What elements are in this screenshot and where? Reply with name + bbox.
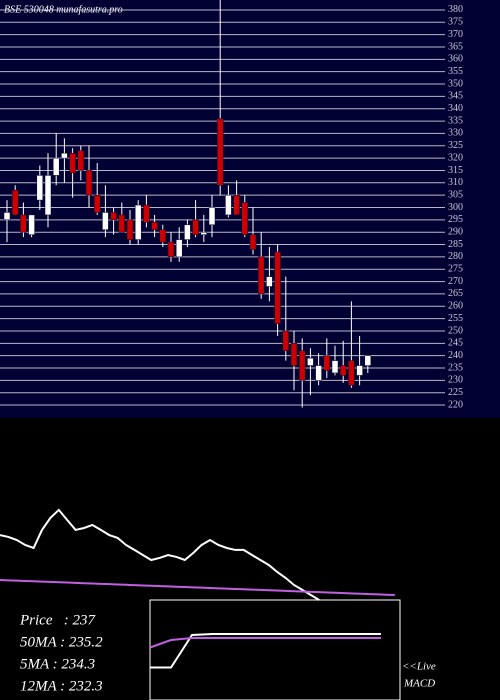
candle-body [69,152,76,174]
y-tick-label: 315 [448,165,463,176]
y-tick-label: 275 [448,264,463,275]
y-tick-label: 320 [448,152,463,163]
candle-body [339,365,347,376]
candle-body [28,214,35,235]
candle-body [110,212,117,221]
candle-body [298,350,306,381]
y-tick-label: 380 [448,4,463,15]
annotation: MACD [403,678,435,690]
candle-body [175,239,183,258]
stat-text: Price : 237 [19,612,96,628]
candle-body [52,157,60,176]
candle-body [216,118,224,186]
y-tick-label: 330 [448,128,463,139]
candle-body [44,175,52,216]
candle-body [364,355,372,366]
indicator-line [0,579,395,597]
candle-body [126,219,134,240]
candle-body [3,212,11,221]
y-tick-label: 350 [448,78,463,89]
candle-body [233,194,240,216]
y-tick-label: 225 [448,387,463,398]
candle-body [134,204,142,240]
y-tick-label: 365 [448,41,463,52]
y-tick-label: 305 [448,189,463,200]
candle-body [257,256,265,295]
candle-body [225,194,232,216]
candle-body [143,204,150,223]
indicator-line [150,633,381,669]
y-tick-label: 280 [448,251,463,262]
candle-body [151,222,158,230]
candle-body [323,355,331,371]
macd-box [149,599,401,700]
candle-body [192,219,199,235]
candle-body [208,207,216,226]
y-tick-label: 345 [448,91,463,102]
candle-body [241,202,249,235]
y-tick-label: 220 [448,399,463,410]
candle-body [290,343,298,366]
y-tick-label: 230 [448,375,463,386]
candle-body [61,152,68,159]
candle-body [159,229,167,243]
y-tick-label: 370 [448,29,463,40]
y-tick-label: 300 [448,202,463,213]
price-panel [0,0,500,418]
stat-text: 12MA : 232.3 [20,678,103,694]
candle-body [274,251,281,324]
candle-body [356,365,363,376]
candle-body [20,214,27,233]
y-tick-label: 325 [448,140,463,151]
y-tick-label: 295 [448,214,463,225]
annotation: <<Live [402,661,436,673]
candle-body [200,231,208,235]
y-tick-label: 335 [448,115,463,126]
candle-body [282,330,290,351]
y-tick-label: 235 [448,362,463,373]
y-tick-label: 270 [448,276,463,287]
candle-body [307,357,314,366]
candle-body [249,234,257,250]
candle-body [315,365,322,381]
candle-body [348,360,355,386]
candle-body [77,150,85,171]
y-tick-label: 340 [448,103,463,114]
stat-text: 50MA : 235.2 [20,634,103,650]
candle-body [11,189,19,216]
candle-body [85,170,93,196]
candle-body [102,212,109,230]
stat-text: 5MA : 234.3 [20,656,95,672]
indicator-line [0,508,320,601]
y-tick-label: 360 [448,54,463,65]
candle-body [36,175,44,201]
y-tick-label: 310 [448,177,463,188]
y-tick-label: 245 [448,338,463,349]
y-tick-label: 285 [448,239,463,250]
candle-body [266,276,273,287]
candle-body [93,194,101,213]
y-tick-label: 260 [448,301,463,312]
y-tick-label: 355 [448,66,463,77]
candle-body [331,360,339,374]
candle-body [167,241,175,258]
indicator-line [149,637,381,649]
candle-body [184,224,191,240]
y-tick-label: 255 [448,313,463,324]
y-tick-label: 240 [448,350,463,361]
y-tick-label: 375 [448,17,463,28]
y-tick-label: 250 [448,325,463,336]
y-tick-label: 265 [448,288,463,299]
candle-body [118,214,126,233]
y-tick-label: 290 [448,226,463,237]
